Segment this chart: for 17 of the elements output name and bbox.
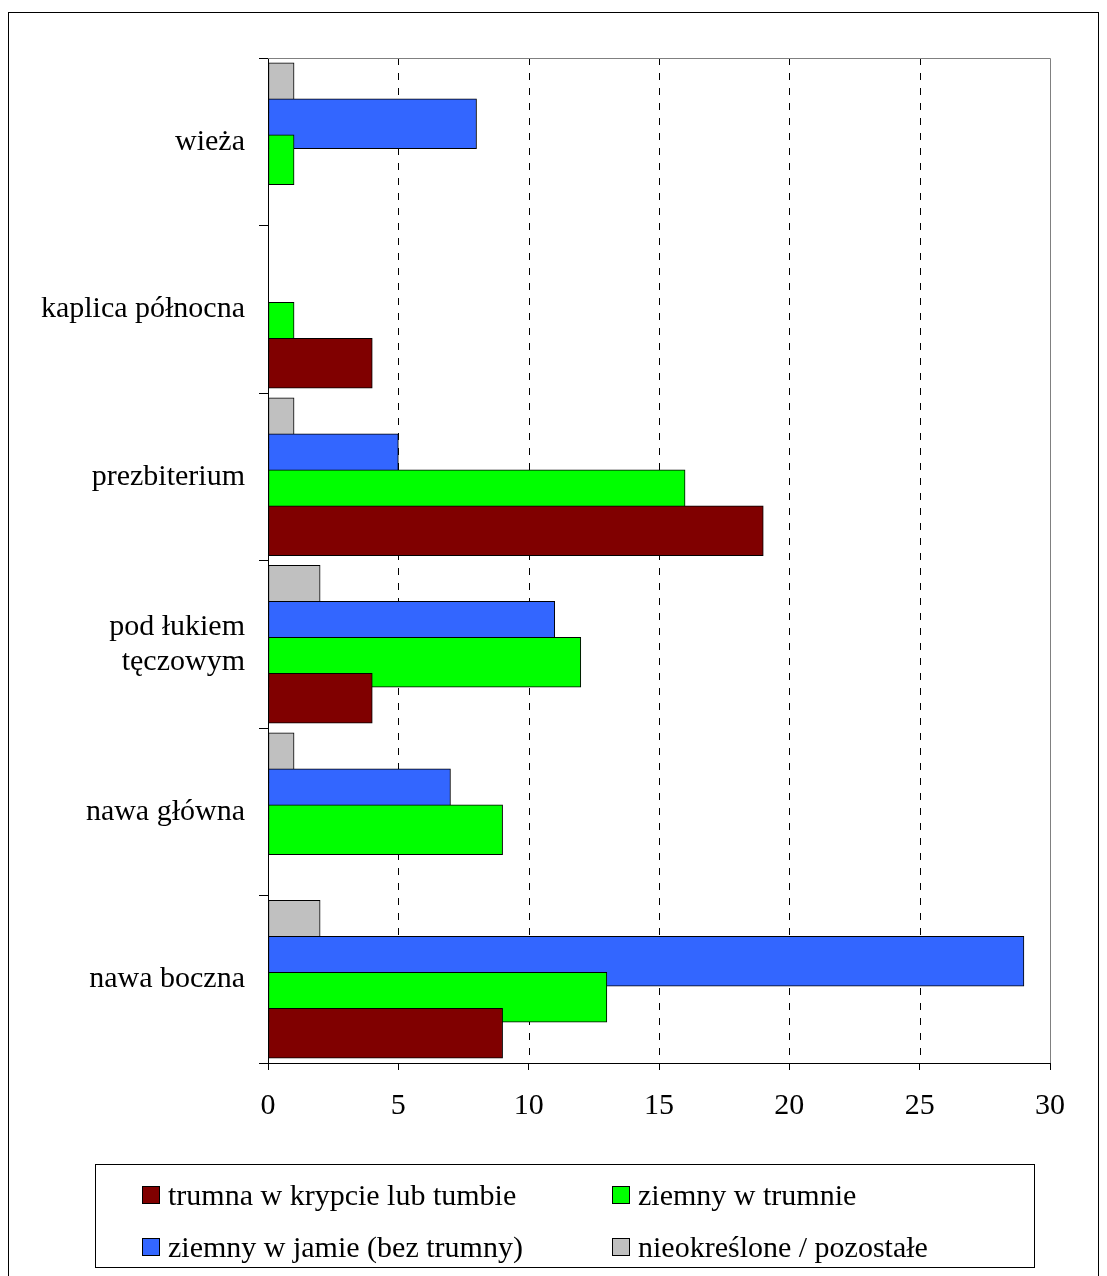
x-tick-label: 30 [1035, 1086, 1065, 1120]
y-tick-label: pod łukiem tęczowym [109, 607, 245, 676]
y-tick-label: nawa główna [85, 792, 245, 826]
y-tick-label: kaplica północna [40, 290, 245, 324]
legend-label: trumna w krypcie lub tumbie [168, 1178, 517, 1212]
legend-label: ziemny w trumnie [638, 1178, 857, 1212]
legend-label: ziemny w jamie (bez trumny) [168, 1230, 523, 1264]
y-tick-label: nawa boczna [89, 960, 245, 994]
x-tick-label: 5 [390, 1086, 406, 1120]
x-tick-label: 15 [644, 1086, 674, 1120]
x-tick-label: 20 [774, 1086, 805, 1120]
x-tick-label: 25 [904, 1086, 935, 1120]
x-tick-label: 10 [513, 1086, 544, 1120]
y-tick-label: wieża [175, 122, 245, 156]
x-tick-label: 0 [260, 1086, 276, 1120]
legend-label: nieokreślone / pozostałe [638, 1230, 928, 1264]
y-tick-label: prezbiterium [91, 457, 245, 491]
